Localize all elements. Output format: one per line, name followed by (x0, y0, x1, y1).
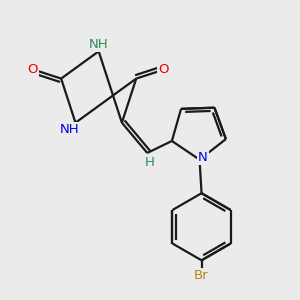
Text: Br: Br (194, 269, 209, 282)
Text: NH: NH (60, 123, 80, 136)
Text: NH: NH (89, 38, 109, 51)
Text: O: O (28, 63, 38, 76)
Text: H: H (144, 156, 154, 169)
Text: N: N (198, 151, 208, 164)
Text: O: O (158, 63, 169, 76)
